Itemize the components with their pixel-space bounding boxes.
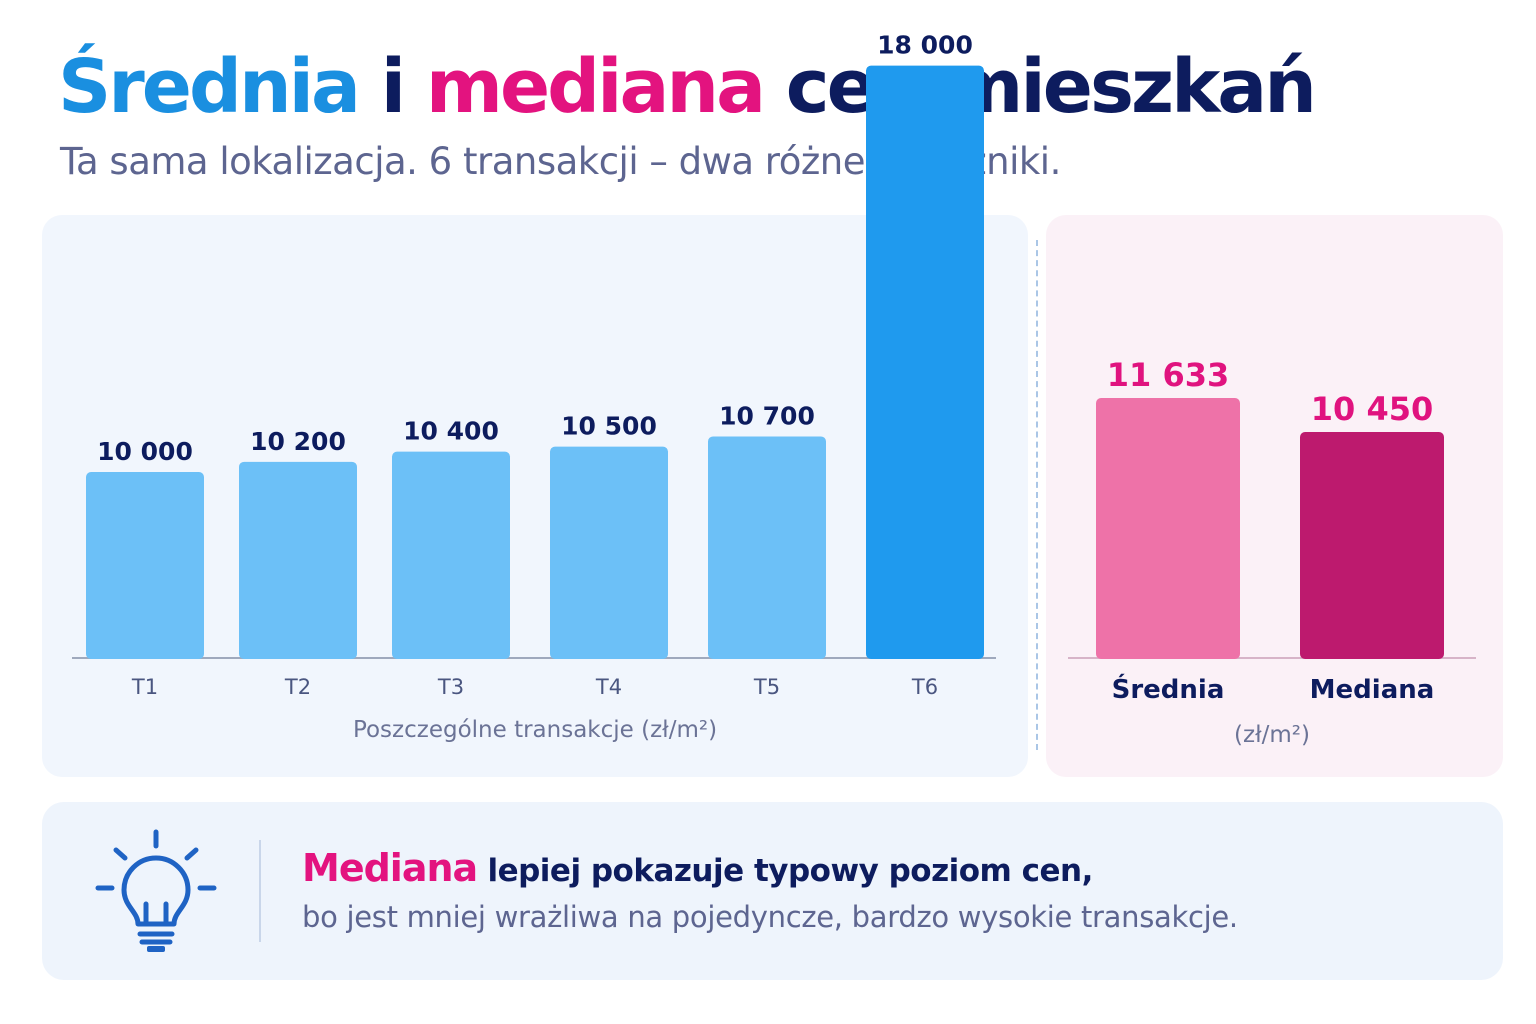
transactions-panel [42, 215, 1028, 777]
lightbulb-icon [95, 829, 217, 952]
bar-value-label: 10 200 [250, 427, 346, 456]
x-tick-label: T5 [753, 675, 780, 699]
bar-value-label: 11 633 [1107, 356, 1229, 394]
x-tick-label: T2 [284, 675, 311, 699]
bar-t3 [392, 451, 510, 659]
bar-t6 [866, 65, 984, 660]
x-tick-label: Mediana [1310, 675, 1435, 705]
tip-headline-rest: lepiej pokazuje typowy poziom cen, [477, 853, 1093, 889]
bar-value-label: 10 500 [561, 412, 657, 441]
bar-t5 [708, 436, 826, 659]
bar-value-label: 10 700 [719, 401, 815, 430]
x-tick-label: T3 [437, 675, 464, 699]
tip-explanation: bo jest mniej wrażliwa na pojedyncze, ba… [302, 900, 1238, 934]
x-tick-label: T6 [911, 675, 938, 699]
panel-divider [1036, 240, 1038, 750]
bar-średnia [1096, 398, 1240, 659]
title-conjunction: i [380, 44, 406, 130]
x-tick-label: T1 [131, 675, 158, 699]
tip-panel [42, 802, 1503, 980]
tip-headline: Mediana lepiej pokazuje typowy poziom ce… [302, 846, 1093, 890]
bar-value-label: 18 000 [877, 31, 973, 60]
tip-separator [259, 840, 261, 942]
bar-value-label: 10 400 [403, 417, 499, 446]
bar-t1 [86, 472, 204, 659]
bar-t2 [239, 461, 357, 659]
x-axis-label: Poszczególne transakcje (zł/m²) [353, 717, 717, 743]
title-srednia: Średnia [58, 44, 361, 130]
title-mediana: mediana [425, 44, 766, 130]
tip-highlight: Mediana [302, 846, 478, 890]
x-axis-label: (zł/m²) [1234, 722, 1310, 748]
bar-charts: 10 000 T1 10 200 T2 10 400 T3 10 500 T4 10 700 T5… [72, 31, 1476, 748]
bar-mediana [1300, 432, 1444, 659]
bar-value-label: 10 000 [97, 437, 193, 466]
bar-t4 [550, 446, 668, 659]
bar-value-label: 10 450 [1311, 390, 1433, 428]
x-tick-label: T4 [595, 675, 622, 699]
x-tick-label: Średnia [1112, 673, 1225, 705]
